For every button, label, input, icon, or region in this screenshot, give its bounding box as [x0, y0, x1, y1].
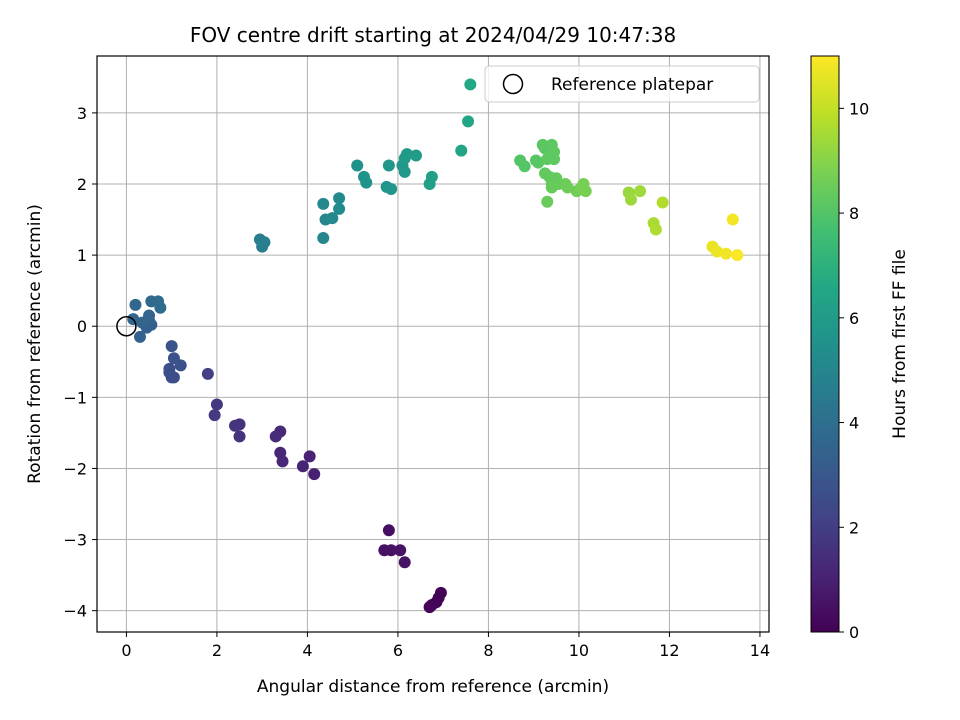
colorbar-tick-label: 0 [849, 623, 859, 642]
y-tick-label: 1 [77, 246, 87, 265]
colorbar: 0 2 4 6 8 10 Hours from first FF file [810, 55, 910, 642]
data-point [382, 159, 395, 172]
x-axis-ticks: 0 2 4 6 8 10 12 14 [121, 632, 770, 660]
data-point [382, 524, 395, 537]
data-point [410, 149, 423, 162]
data-point [624, 193, 637, 206]
y-tick-label: −3 [63, 531, 87, 550]
colorbar-tick-label: 6 [849, 309, 859, 328]
colorbar-bar [810, 55, 840, 633]
data-point [308, 468, 321, 481]
y-tick-label: −1 [63, 388, 87, 407]
data-point [656, 196, 669, 209]
plot-frame [96, 55, 770, 633]
data-point [634, 185, 647, 198]
y-tick-label: 3 [77, 104, 87, 123]
data-point [455, 144, 468, 157]
data-point [385, 544, 398, 557]
data-point [360, 176, 373, 189]
y-tick-label: 2 [77, 175, 87, 194]
data-point [201, 367, 214, 380]
chart-title: FOV centre drift starting at 2024/04/29 … [190, 23, 676, 47]
data-point [541, 195, 554, 208]
data-point [296, 460, 309, 473]
data-point [136, 316, 149, 329]
legend-label-reference: Reference platepar [551, 75, 713, 95]
x-tick-label: 12 [659, 641, 679, 660]
data-point [398, 556, 411, 569]
data-point [548, 153, 561, 166]
y-axis-ticks: −4 −3 −2 −1 0 1 2 3 [63, 104, 97, 621]
y-tick-label: −2 [63, 459, 87, 478]
data-point [229, 419, 242, 432]
data-point [731, 249, 744, 262]
data-point [167, 352, 180, 365]
colorbar-ticks: 0 2 4 6 8 10 [839, 99, 869, 642]
reference-platepar-marker [116, 315, 137, 337]
data-point [425, 170, 438, 183]
data-point [154, 301, 167, 314]
data-point [385, 182, 398, 195]
legend-marker-reference [502, 73, 524, 95]
data-point [400, 148, 413, 161]
y-axis-label: Rotation from reference (arcmin) [25, 204, 45, 484]
y-tick-label: 0 [77, 317, 87, 336]
data-point [545, 181, 558, 194]
data-point [317, 197, 330, 210]
data-point [269, 430, 282, 443]
data-point [394, 544, 407, 557]
data-point [165, 340, 178, 353]
data-point [129, 298, 142, 311]
x-tick-label: 0 [121, 641, 131, 660]
data-point [464, 78, 477, 91]
data-point [462, 115, 475, 128]
data-point [351, 159, 364, 172]
data-point [208, 409, 221, 422]
data-point [333, 192, 346, 205]
legend: Reference platepar [484, 65, 760, 103]
x-tick-label: 14 [750, 641, 770, 660]
data-point [726, 213, 739, 226]
data-point [518, 160, 531, 173]
legend-box [484, 65, 760, 103]
x-tick-label: 10 [569, 641, 589, 660]
colorbar-label: Hours from first FF file [890, 249, 910, 439]
data-point [317, 232, 330, 245]
colorbar-tick-label: 8 [849, 204, 859, 223]
x-tick-label: 8 [483, 641, 493, 660]
x-tick-label: 4 [302, 641, 312, 660]
data-point [398, 165, 411, 178]
data-point [133, 330, 146, 343]
x-tick-label: 6 [393, 641, 403, 660]
data-point [649, 223, 662, 236]
colorbar-tick-label: 4 [849, 414, 859, 433]
data-point [210, 398, 223, 411]
data-point [333, 202, 346, 215]
data-point [561, 181, 574, 194]
data-point [303, 450, 316, 463]
data-point [579, 185, 592, 198]
data-point [233, 430, 246, 443]
data-point [274, 446, 287, 459]
grid-lines [97, 56, 769, 632]
data-point [710, 245, 723, 258]
y-tick-label: −4 [63, 602, 87, 621]
data-point [720, 247, 733, 260]
x-axis-label: Angular distance from reference (arcmin) [257, 677, 609, 697]
x-tick-label: 2 [212, 641, 222, 660]
data-point [423, 601, 436, 614]
data-points [116, 78, 744, 614]
data-point [163, 362, 176, 375]
data-point [258, 236, 271, 249]
colorbar-tick-label: 10 [849, 99, 869, 118]
data-point [326, 212, 339, 225]
colorbar-tick-label: 2 [849, 518, 859, 537]
data-point [532, 156, 545, 169]
